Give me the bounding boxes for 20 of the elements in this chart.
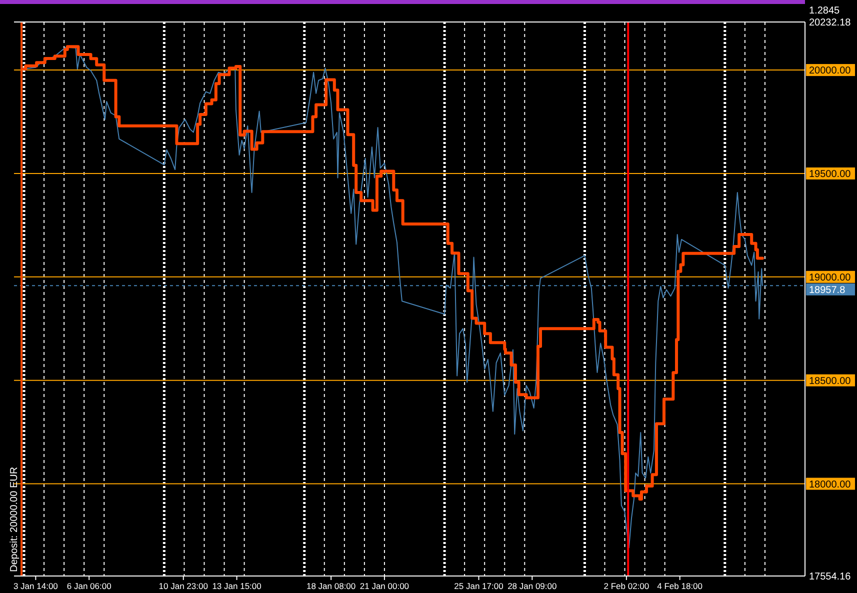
ref-line-label: 18957.8	[809, 284, 846, 296]
ref-line-label: 20000.00	[809, 66, 852, 77]
ref-line-label: 19500.00	[809, 168, 852, 180]
annotation: Deposit: 20000.00 EUR	[9, 466, 20, 572]
x-tick-label: 2 Feb 02:00	[604, 581, 650, 591]
x-tick-label: 4 Feb 18:00	[657, 581, 703, 591]
x-tick-label: 18 Jan 08:00	[306, 581, 356, 591]
x-tick-label: 25 Jan 17:00	[454, 581, 504, 591]
ref-line-label: 19000.00	[809, 272, 852, 284]
x-tick-label: 28 Jan 09:00	[508, 581, 558, 591]
ref-line-label: 18500.00	[809, 376, 852, 387]
x-tick-label: 10 Jan 23:00	[158, 581, 208, 591]
x-tick-label: 21 Jan 00:00	[360, 581, 410, 591]
x-tick-label: 3 Jan 14:00	[13, 581, 58, 591]
y-tick-label: 20232.18	[809, 18, 852, 28]
text: 1.2845	[809, 6, 840, 16]
ref-line-label: 18000.00	[809, 479, 852, 490]
y-tick-label: 17554.16	[809, 572, 852, 582]
x-tick-label: 6 Jan 06:00	[66, 581, 112, 591]
x-tick-label: 13 Jan 15:00	[212, 581, 262, 591]
